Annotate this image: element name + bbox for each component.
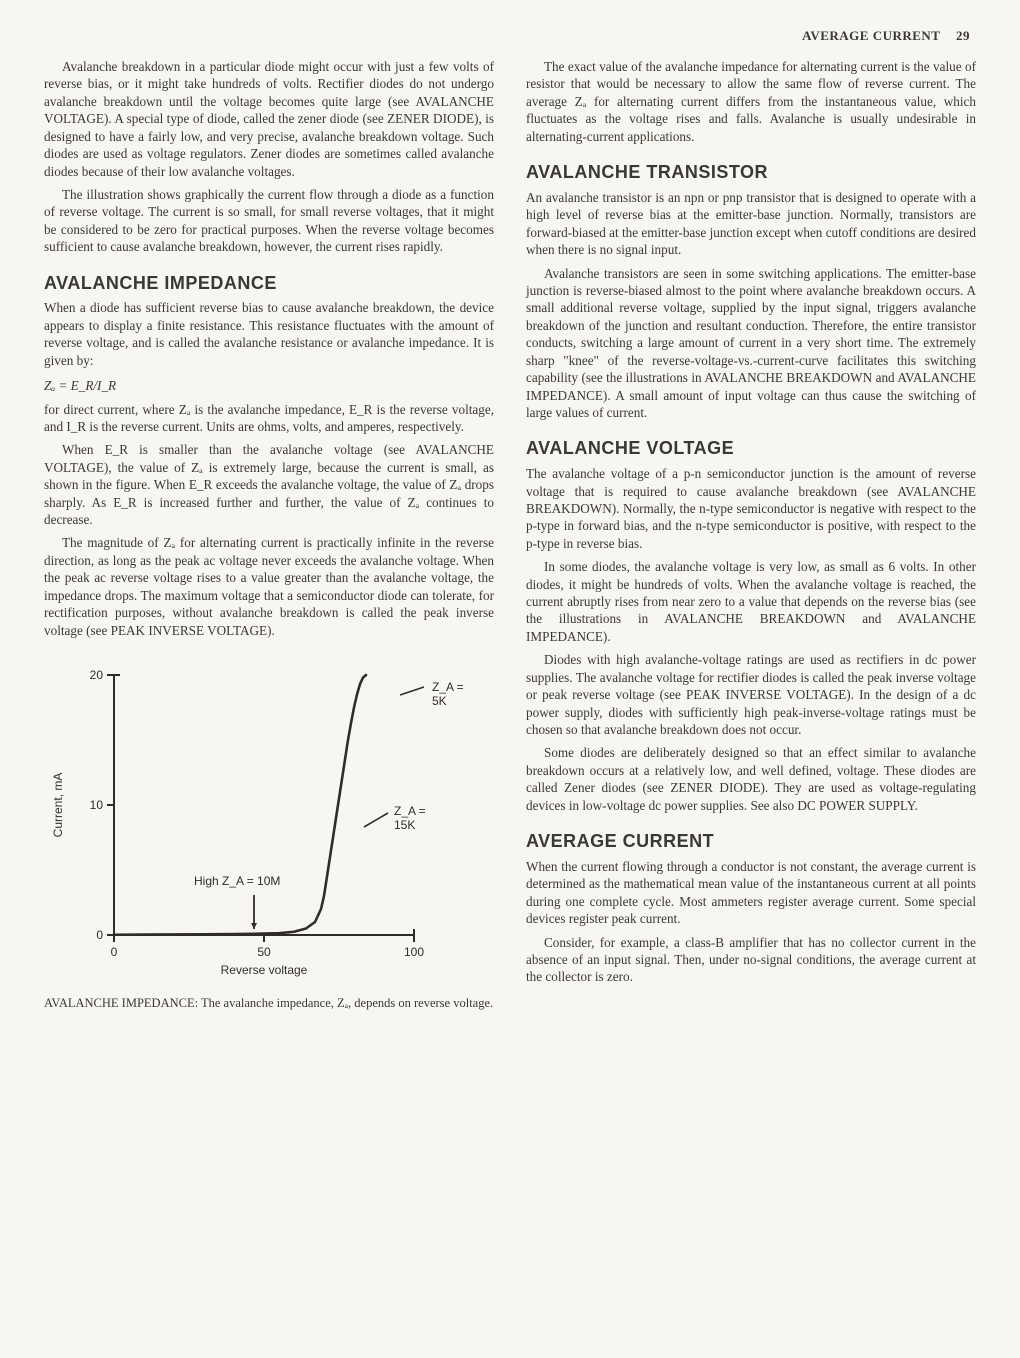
running-head-title: AVERAGE CURRENT [802,28,940,43]
right-column: The exact value of the avalanche impedan… [526,58,976,1018]
para: The magnitude of Zₐ for alternating curr… [44,534,494,639]
chart-caption: AVALANCHE IMPEDANCE: The avalanche imped… [44,995,494,1012]
svg-text:Z_A =: Z_A = [432,680,464,694]
svg-text:0: 0 [111,945,118,959]
svg-text:High Z_A = 10M: High Z_A = 10M [194,874,280,888]
para: Diodes with high avalanche-voltage ratin… [526,651,976,738]
heading-average-current: AVERAGE CURRENT [526,830,976,854]
left-column: Avalanche breakdown in a particular diod… [44,58,494,1018]
para: When a diode has sufficient reverse bias… [44,299,494,369]
para: for direct current, where Zₐ is the aval… [44,401,494,436]
equation: Zₐ = E_R/I_R [44,377,494,394]
heading-avalanche-voltage: AVALANCHE VOLTAGE [526,437,976,461]
svg-text:15K: 15K [394,818,415,832]
svg-text:50: 50 [257,945,271,959]
page-columns: Avalanche breakdown in a particular diod… [44,58,976,1018]
para: Some diodes are deliberately designed so… [526,744,976,814]
page-number: 29 [956,28,970,43]
svg-text:Z_A =: Z_A = [394,804,426,818]
chart-svg: 0 10 20 0 50 100 Reverse voltage Current, mA Z_A… [44,657,484,987]
heading-avalanche-transistor: AVALANCHE TRANSISTOR [526,161,976,185]
heading-avalanche-impedance: AVALANCHE IMPEDANCE [44,272,494,296]
svg-text:100: 100 [404,945,424,959]
avalanche-impedance-chart: 0 10 20 0 50 100 Reverse voltage Current, mA Z_A… [44,657,494,987]
para: When the current flowing through a condu… [526,858,976,928]
svg-text:20: 20 [90,668,104,682]
para: Avalanche transistors are seen in some s… [526,265,976,422]
svg-text:Current, mA: Current, mA [51,773,65,838]
para: An avalanche transistor is an npn or pnp… [526,189,976,259]
svg-text:10: 10 [90,798,104,812]
para: The avalanche voltage of a p-n semicondu… [526,465,976,552]
svg-text:0: 0 [96,928,103,942]
running-head: AVERAGE CURRENT 29 [44,28,976,44]
svg-text:Reverse voltage: Reverse voltage [221,963,308,977]
para: The illustration shows graphically the c… [44,186,494,256]
para: Consider, for example, a class-B amplifi… [526,934,976,986]
svg-text:5K: 5K [432,694,447,708]
para: Avalanche breakdown in a particular diod… [44,58,494,180]
para: The exact value of the avalanche impedan… [526,58,976,145]
para: When E_R is smaller than the avalanche v… [44,441,494,528]
para: In some diodes, the avalanche voltage is… [526,558,976,645]
